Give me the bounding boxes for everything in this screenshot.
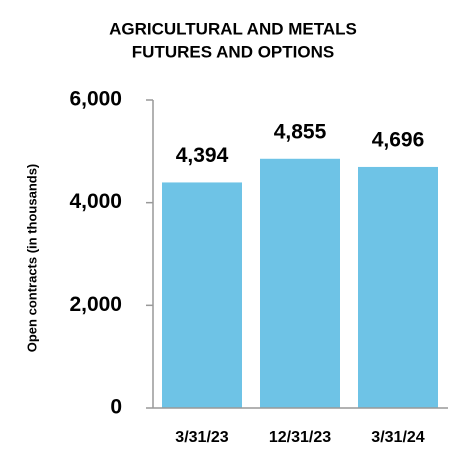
y-tick-label: 4,000 <box>69 190 122 213</box>
y-axis-label: Open contracts (in thousands) <box>24 164 39 353</box>
y-tick-label: 2,000 <box>69 293 122 316</box>
value-label: 4,696 <box>372 128 425 151</box>
chart-title: AGRICULTURAL AND METALS <box>109 19 357 38</box>
x-tick-label: 12/31/23 <box>269 429 331 446</box>
value-label: 4,855 <box>274 120 327 143</box>
chart-title: FUTURES AND OPTIONS <box>132 42 334 61</box>
value-label: 4,394 <box>176 144 229 167</box>
y-tick-label: 0 <box>110 396 122 419</box>
bar <box>162 182 242 408</box>
y-tick-label: 6,000 <box>69 88 122 111</box>
x-tick-label: 3/31/24 <box>371 429 424 446</box>
bar <box>260 158 340 408</box>
x-tick-label: 3/31/23 <box>175 429 228 446</box>
bar <box>358 166 438 408</box>
